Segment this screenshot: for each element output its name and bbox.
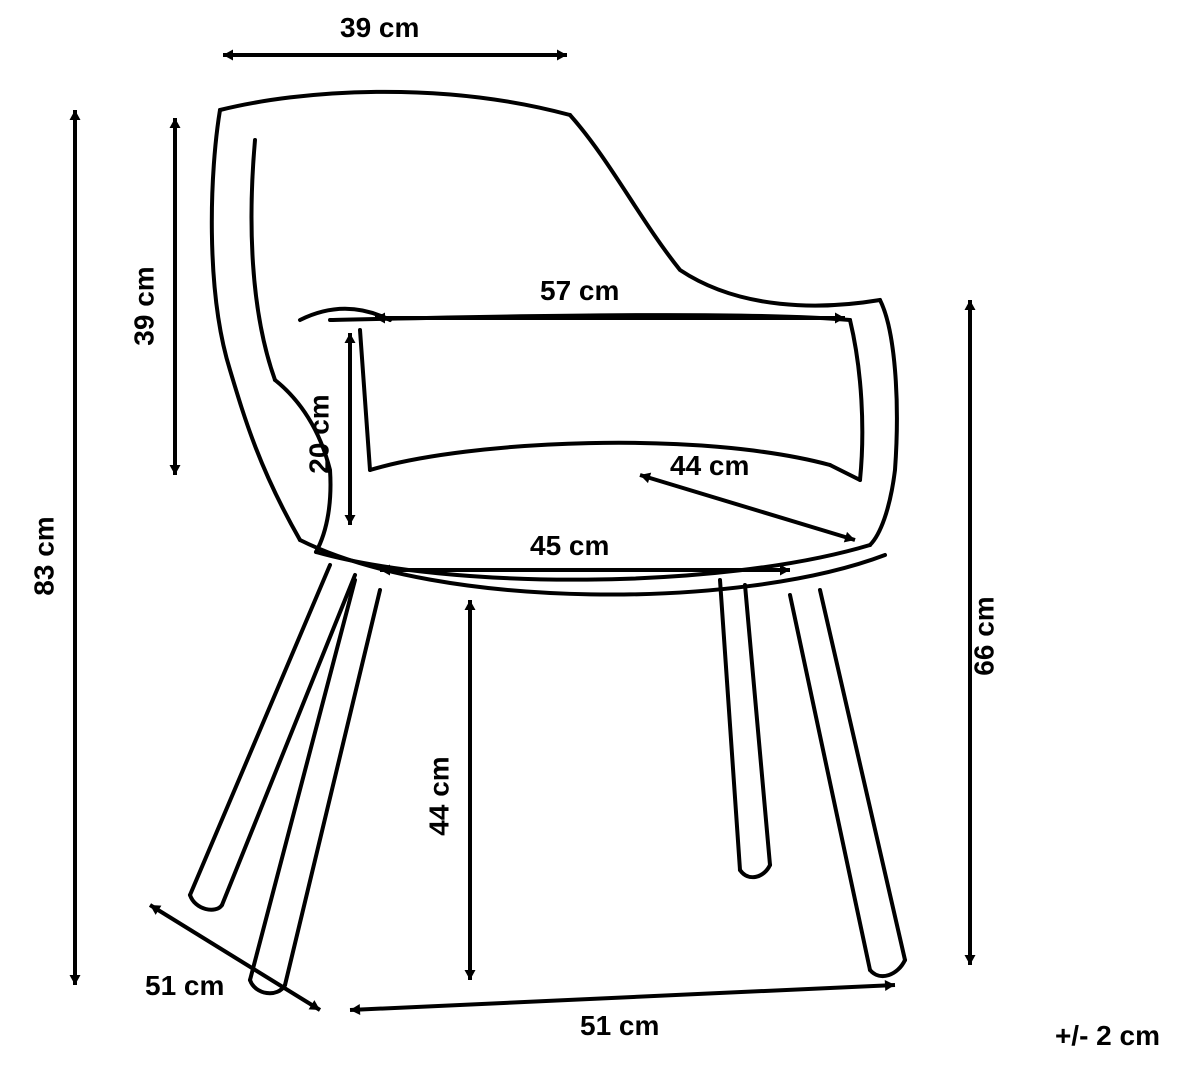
dim-seat-to-floor: 44 cm: [424, 756, 456, 835]
dim-arm-to-floor: 66 cm: [969, 596, 1001, 675]
dim-seat-width: 45 cm: [530, 530, 609, 562]
dim-footprint-depth: 51 cm: [145, 970, 224, 1002]
dim-back-height: 39 cm: [129, 266, 161, 345]
dim-seat-depth: 44 cm: [670, 450, 749, 482]
dim-arm-inner-width: 57 cm: [540, 275, 619, 307]
dimension-lines: [75, 55, 970, 1010]
tolerance-note: +/- 2 cm: [1055, 1020, 1160, 1052]
dim-footprint-width: 51 cm: [580, 1010, 659, 1042]
dim-back-top-width: 39 cm: [340, 12, 419, 44]
dim-total-height: 83 cm: [29, 516, 61, 595]
dim-arm-inner-height: 20 cm: [304, 394, 336, 473]
